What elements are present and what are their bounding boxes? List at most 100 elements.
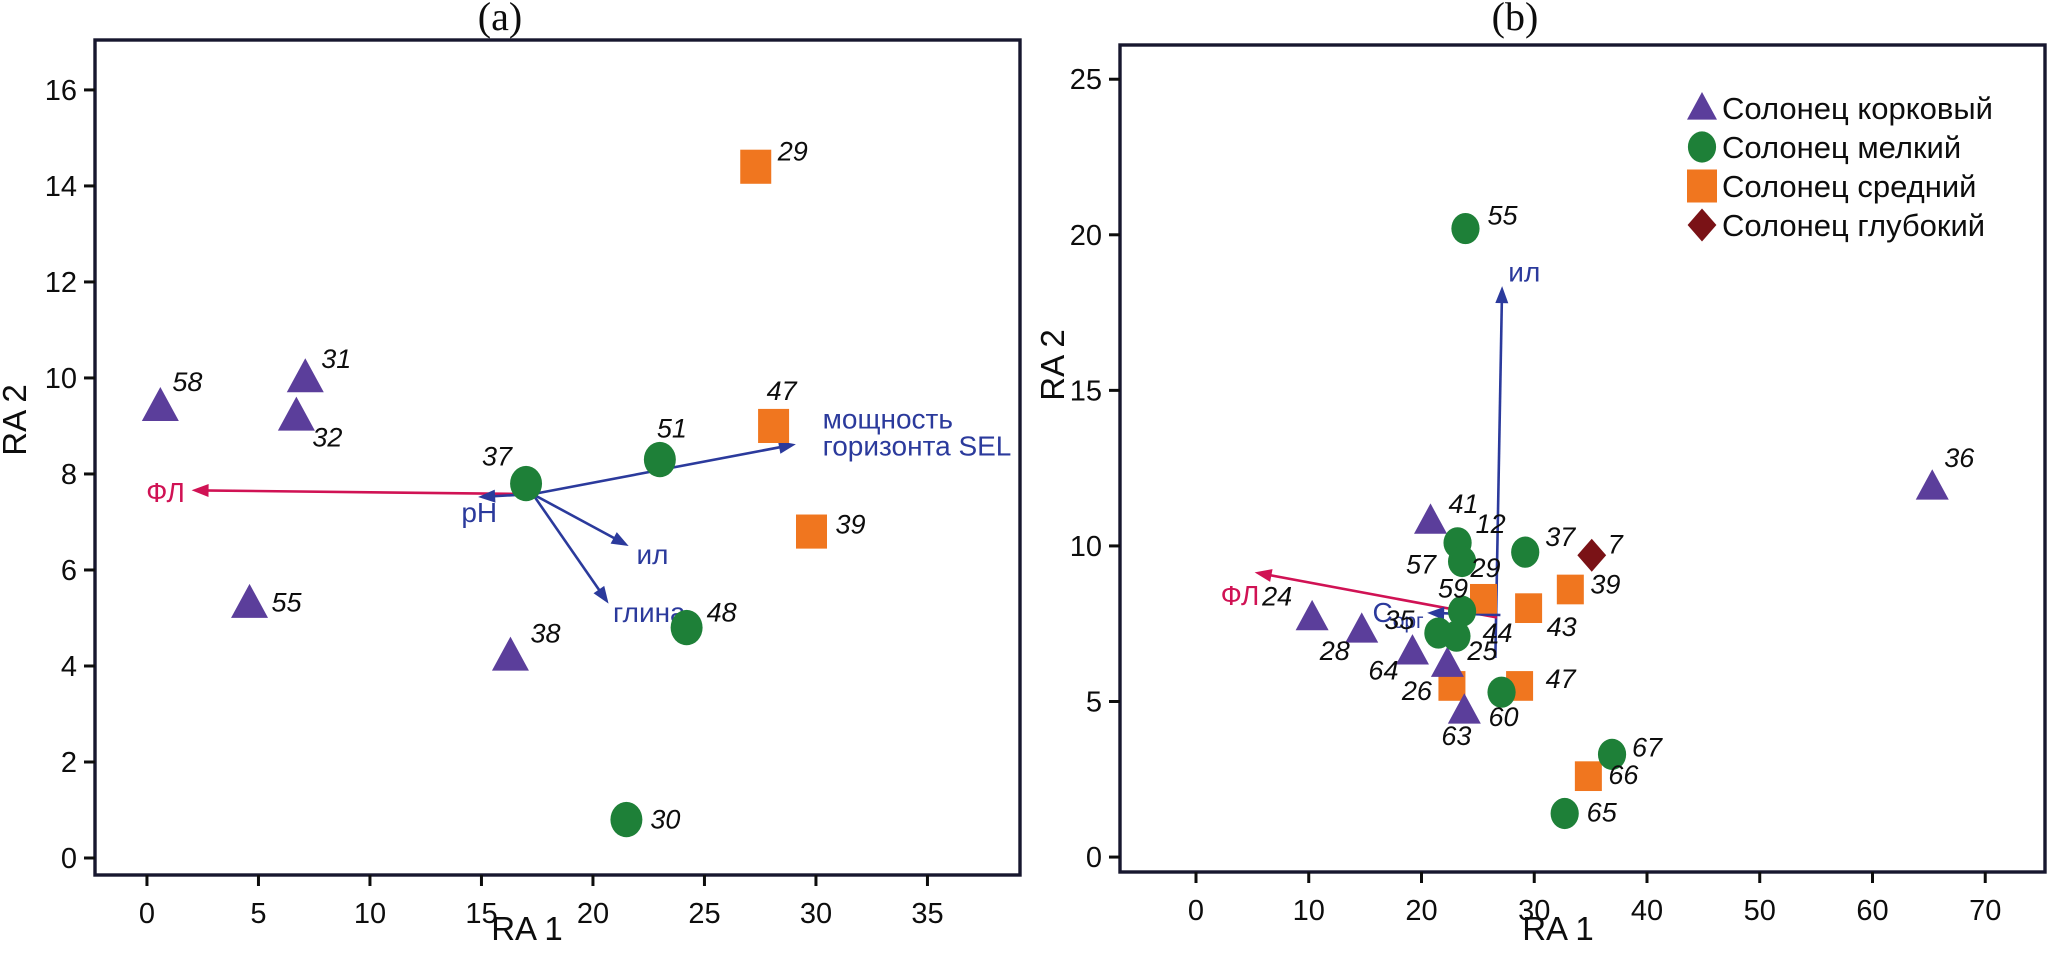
point-label-b-41: 41 xyxy=(1449,489,1479,519)
data-point-b-60 xyxy=(1487,676,1516,708)
data-point-a-55 xyxy=(231,583,269,618)
arrowhead-a-sel-icon xyxy=(777,440,796,454)
data-point-a-51 xyxy=(643,441,676,478)
y-axis-title-a: RA 2 xyxy=(0,384,33,456)
data-point-a-30 xyxy=(610,801,643,838)
x-tick-label: 10 xyxy=(1293,895,1325,927)
arrowhead-a-il-icon xyxy=(610,532,629,546)
data-point-b-7 xyxy=(1577,538,1607,572)
data-point-b-55 xyxy=(1451,212,1480,245)
y-tick-label: 14 xyxy=(45,171,77,203)
point-label-a-55: 55 xyxy=(272,588,303,618)
x-tick-label: 40 xyxy=(1631,895,1663,927)
x-tick-label: 10 xyxy=(354,898,386,930)
point-label-b-28: 28 xyxy=(1319,636,1350,666)
data-point-a-38 xyxy=(491,636,529,671)
y-tick-label: 10 xyxy=(1070,531,1102,563)
data-point-b-67 xyxy=(1597,738,1627,770)
arrow-label-b-sorg: Сорг xyxy=(1372,597,1424,633)
point-label-b-59: 59 xyxy=(1438,573,1468,603)
data-point-b-43 xyxy=(1515,593,1543,624)
data-point-a-47 xyxy=(758,408,790,444)
y-axis-title-b: RA 2 xyxy=(1034,329,1071,401)
data-point-b-66 xyxy=(1574,761,1602,792)
data-point-b-28 xyxy=(1345,612,1379,643)
x-tick-label: 35 xyxy=(911,898,943,930)
point-label-b-37: 37 xyxy=(1545,522,1576,552)
y-tick-label: 15 xyxy=(1070,375,1102,407)
data-point-b-25 xyxy=(1430,646,1464,677)
data-point-b-41 xyxy=(1414,503,1448,534)
arrowhead-a-fl-icon xyxy=(191,483,209,497)
x-tick-label: 25 xyxy=(688,898,720,930)
data-point-a-31 xyxy=(286,358,324,393)
x-tick-label: 60 xyxy=(1856,895,1888,927)
x-tick-label: 0 xyxy=(1188,895,1204,927)
point-label-a-47: 47 xyxy=(767,376,798,406)
data-point-b-63 xyxy=(1447,693,1481,724)
arrow-label-a-fl: ФЛ xyxy=(146,477,185,508)
panel-b-chart: 0 10 20 30 40 50 60 70 0 5 10 15 20 25 RA 1 RA 2 (b) ил ФЛ… xyxy=(1034,0,2047,947)
point-label-b-65: 65 xyxy=(1587,798,1618,828)
data-point-a-39 xyxy=(795,514,827,549)
arrow-a-glina xyxy=(531,493,605,597)
arrowhead-b-il-icon xyxy=(1495,286,1509,304)
x-tick-label: 15 xyxy=(465,898,497,930)
arrow-label-b-il: ил xyxy=(1508,256,1540,287)
point-label-b-26: 26 xyxy=(1401,676,1433,706)
x-tick-label: 70 xyxy=(1969,895,2001,927)
plot-border-a xyxy=(93,38,1022,877)
x-axis-title-b: RA 1 xyxy=(1522,910,1594,947)
point-label-a-58: 58 xyxy=(172,367,202,397)
x-tick-label: 30 xyxy=(800,898,832,930)
arrow-label-a-il: ил xyxy=(636,539,668,570)
data-point-b-39 xyxy=(1556,574,1584,605)
y-tick-label: 20 xyxy=(1070,220,1102,252)
y-tick-label: 2 xyxy=(61,747,77,779)
point-label-a-31: 31 xyxy=(321,344,351,374)
data-point-b-65 xyxy=(1550,797,1579,830)
legend-diamond-icon xyxy=(1687,208,1717,242)
legend-circle-icon xyxy=(1687,131,1717,163)
x-axis-title-a: RA 1 xyxy=(491,910,563,947)
point-label-a-32: 32 xyxy=(312,422,342,452)
arrow-label-a-sel-line2: горизонта SEL xyxy=(823,430,1012,461)
y-tick-label: 16 xyxy=(45,75,77,107)
data-point-b-57 xyxy=(1447,545,1477,578)
data-point-b-44 xyxy=(1442,620,1471,652)
point-label-b-47: 47 xyxy=(1546,664,1577,694)
panel-a-chart: 0 5 10 15 20 25 30 35 0 2 4 6 8 10 12 14 16 RA 1 RA 2 (a) ФЛ… xyxy=(0,0,1022,947)
arrow-label-a-sel-line1: мощность xyxy=(823,403,953,434)
plot-border-b xyxy=(1118,43,2047,874)
y-tick-label: 10 xyxy=(45,363,77,395)
point-label-a-30: 30 xyxy=(650,805,680,835)
x-tick-label: 5 xyxy=(250,898,266,930)
data-point-b-64 xyxy=(1395,634,1429,665)
point-label-a-37: 37 xyxy=(482,442,513,472)
data-point-b-37 xyxy=(1511,536,1540,568)
point-label-b-43: 43 xyxy=(1547,612,1577,642)
point-label-b-60: 60 xyxy=(1489,702,1519,732)
y-tick-label: 25 xyxy=(1070,64,1102,96)
point-label-b-39: 39 xyxy=(1590,569,1620,599)
legend-label-4: Солонец глубокий xyxy=(1722,208,1985,243)
point-label-b-44: 44 xyxy=(1482,618,1512,648)
point-label-b-25: 25 xyxy=(1466,636,1498,666)
data-point-a-48 xyxy=(670,609,703,646)
point-label-b-57: 57 xyxy=(1406,549,1437,579)
y-tick-label: 4 xyxy=(61,651,77,683)
point-label-b-29: 29 xyxy=(1469,553,1500,583)
point-label-a-51: 51 xyxy=(657,414,687,444)
legend-square-icon xyxy=(1687,169,1717,203)
point-label-b-67: 67 xyxy=(1632,732,1663,762)
panel-title-b: (b) xyxy=(1492,0,1539,39)
data-point-b-24 xyxy=(1295,599,1329,631)
x-tick-label: 30 xyxy=(1518,895,1550,927)
point-label-b-24: 24 xyxy=(1261,581,1292,611)
legend-label-1: Солонец корковый xyxy=(1722,91,1993,126)
data-point-a-32 xyxy=(277,396,315,431)
y-tick-label: 0 xyxy=(61,843,77,875)
arrow-a-il xyxy=(532,492,622,543)
point-label-b-35: 35 xyxy=(1384,605,1415,635)
